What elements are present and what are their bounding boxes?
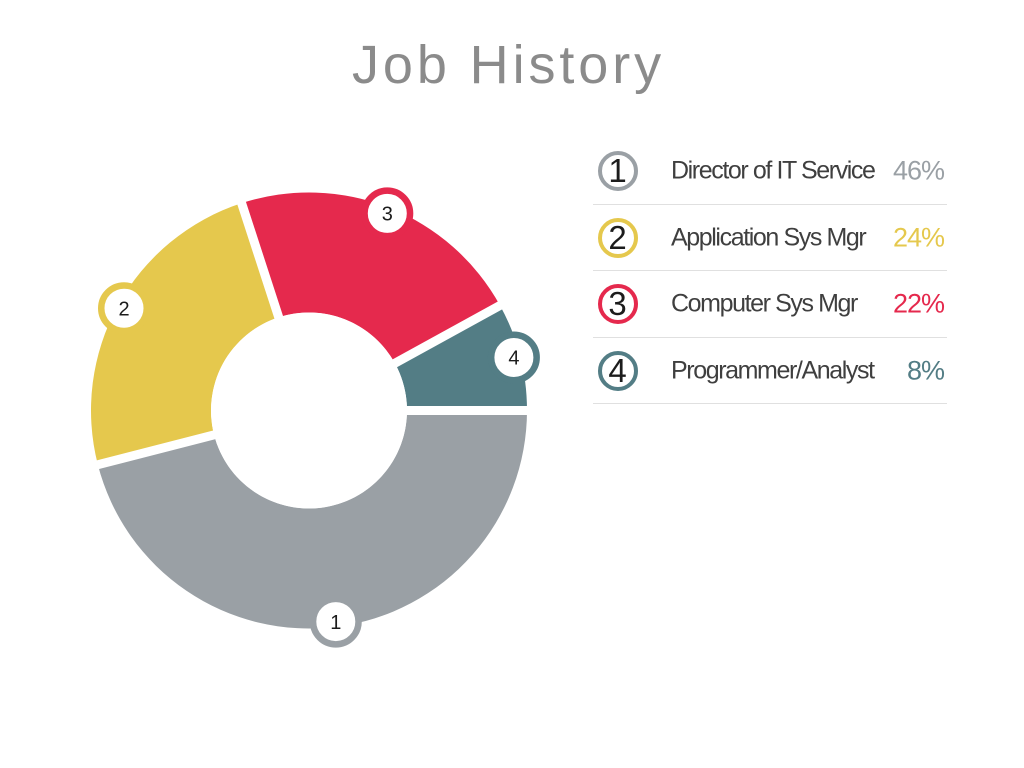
svg-text:1: 1 bbox=[330, 612, 341, 634]
svg-text:3: 3 bbox=[382, 204, 393, 226]
svg-text:4: 4 bbox=[508, 348, 519, 370]
svg-text:2: 2 bbox=[118, 298, 129, 320]
